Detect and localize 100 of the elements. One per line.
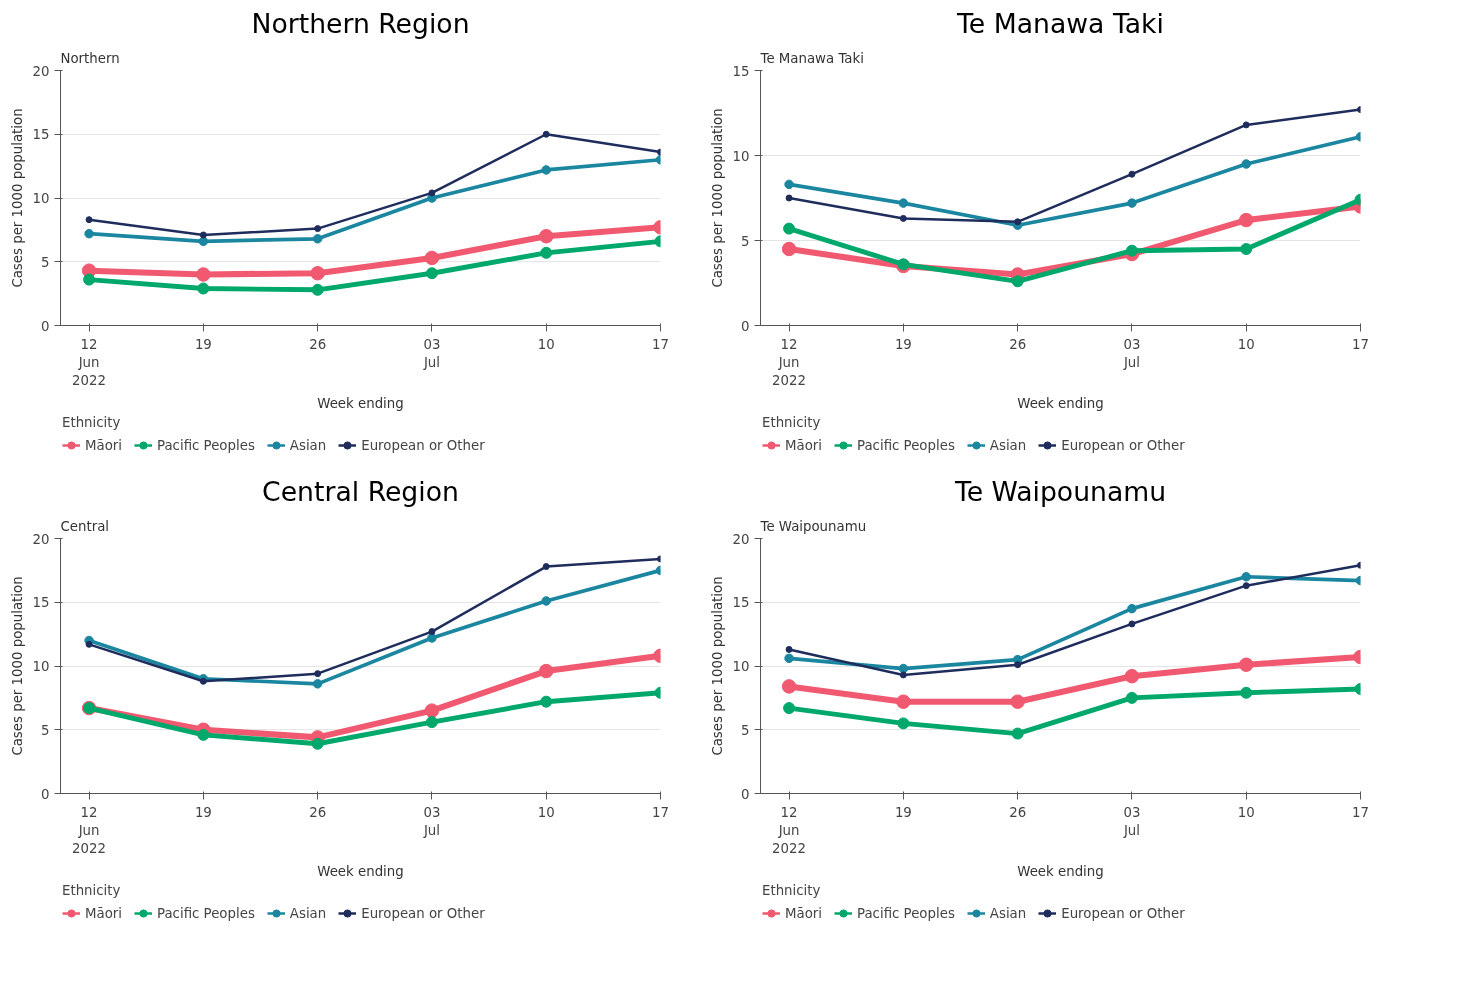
point (1125, 691, 1138, 704)
point (897, 717, 910, 730)
point (424, 250, 440, 266)
point (197, 282, 210, 295)
point (197, 728, 210, 741)
x-tick-label: 03 Jul (1122, 336, 1141, 370)
point (314, 670, 322, 678)
point (1242, 582, 1250, 590)
x-tick-label: 10 (1237, 336, 1255, 352)
point (783, 702, 796, 715)
y-tick-label: 0 (41, 786, 50, 802)
x-tick-label: 03 Jul (1122, 804, 1141, 838)
y-axis-title: Cases per 1000 population (709, 108, 725, 288)
point (425, 716, 438, 729)
point (85, 216, 93, 224)
legend-label: Pacific Peoples (857, 437, 955, 453)
point (1010, 694, 1025, 709)
legend-label: Māori (85, 905, 123, 921)
x-tick-label: 03 Jul (422, 804, 441, 838)
legend-label: Asian (989, 437, 1027, 453)
x-tick-label: 26 (1009, 804, 1027, 820)
point (1241, 159, 1251, 169)
y-axis-title: Cases per 1000 population (709, 576, 725, 756)
y-tick-label: 20 (732, 531, 750, 547)
y-tick-label: 5 (41, 722, 50, 738)
point (1011, 275, 1024, 288)
chart-subtitle: Te Waipounamu (759, 518, 867, 534)
point (896, 694, 911, 709)
y-tick-label: 0 (41, 318, 50, 334)
point (899, 214, 907, 222)
point (1014, 661, 1022, 669)
y-tick-label: 0 (741, 786, 750, 802)
point (1124, 668, 1140, 684)
y-axis-title: Cases per 1000 population (9, 108, 25, 288)
legend-label: Pacific Peoples (157, 905, 255, 921)
legend-label: Māori (785, 437, 823, 453)
legend-title: Ethnicity (762, 883, 822, 898)
chart-subtitle: Te Manawa Taki (759, 50, 864, 66)
x-tick-label: 12 Jun 2022 (72, 336, 107, 388)
x-tick-label: 17 (652, 804, 669, 820)
point (785, 194, 793, 202)
point (899, 671, 907, 679)
point (781, 241, 797, 257)
point (541, 165, 551, 175)
point (83, 273, 96, 286)
point (196, 267, 211, 282)
x-axis-title: Week ending (1017, 863, 1104, 879)
chart-title: Central Region (262, 475, 459, 507)
point (784, 653, 794, 664)
x-axis-title: Week ending (317, 395, 404, 411)
chart-title: Te Waipounamu (953, 475, 1167, 507)
point (1241, 572, 1251, 582)
chart-title: Northern Region (251, 7, 470, 39)
point (428, 189, 436, 197)
x-tick-label: 10 (537, 804, 555, 820)
point (781, 679, 797, 694)
point (1238, 657, 1254, 672)
x-tick-label: 17 (1352, 804, 1369, 820)
x-tick-label: 19 (194, 804, 212, 820)
point (198, 236, 209, 247)
point (540, 246, 553, 259)
point (85, 640, 93, 648)
x-tick-label: 19 (194, 336, 212, 352)
chart-title: Te Manawa Taki (956, 7, 1164, 39)
y-tick-label: 15 (732, 63, 750, 79)
point (428, 628, 436, 636)
point (312, 679, 323, 689)
point (785, 645, 793, 653)
point (1011, 727, 1024, 740)
chart-subtitle: Northern (60, 50, 120, 66)
x-tick-label: 03 Jul (422, 336, 441, 370)
x-tick-label: 26 (309, 336, 327, 352)
x-axis-title: Week ending (317, 863, 404, 879)
point (1238, 212, 1254, 228)
point (311, 283, 324, 296)
x-tick-label: 19 (894, 336, 912, 352)
x-axis-title: Week ending (1017, 395, 1104, 411)
legend-label: European or Other (361, 905, 485, 921)
legend-label: European or Other (1061, 905, 1185, 921)
legend-title: Ethnicity (762, 415, 822, 430)
legend-label: Asian (289, 905, 327, 921)
y-tick-label: 15 (32, 127, 50, 143)
point (541, 596, 551, 606)
point (1125, 244, 1138, 257)
point (538, 229, 554, 244)
y-tick-label: 15 (32, 595, 50, 611)
point (1242, 121, 1250, 129)
point (1240, 686, 1253, 699)
x-tick-label: 19 (894, 804, 912, 820)
legend-label: Asian (989, 905, 1027, 921)
point (310, 265, 325, 281)
legend-label: Pacific Peoples (157, 437, 255, 453)
x-tick-label: 17 (652, 336, 669, 352)
legend-title: Ethnicity (62, 415, 122, 430)
y-tick-label: 5 (41, 254, 50, 270)
point (84, 228, 94, 239)
point (540, 695, 553, 708)
y-tick-label: 20 (32, 531, 50, 547)
point (425, 267, 438, 280)
point (784, 179, 794, 190)
